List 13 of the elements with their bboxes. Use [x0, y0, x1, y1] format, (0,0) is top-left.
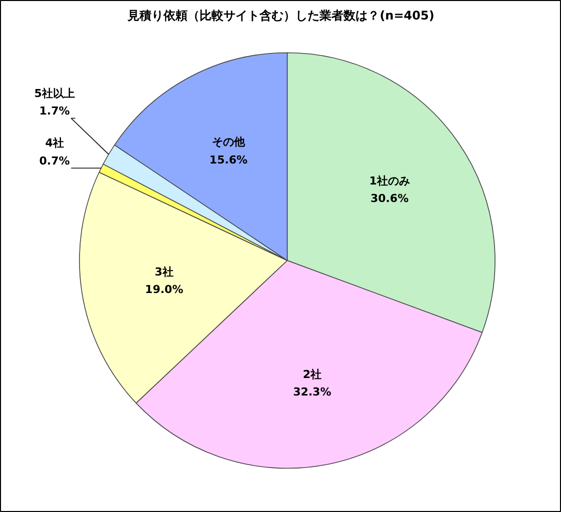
- data-label: 1.7%: [39, 104, 70, 118]
- data-label: 30.6%: [370, 192, 409, 206]
- data-label: 32.3%: [293, 386, 332, 399]
- slice-label: その他: [212, 136, 246, 149]
- data-label: 15.6%: [209, 153, 248, 166]
- slice-label: 1社のみ: [369, 174, 410, 188]
- data-label: 0.7%: [39, 154, 70, 168]
- chart-title: 見積り依頼（比較サイト含む）した業者数は？(n=405): [126, 8, 434, 22]
- slice-label: 5社以上: [34, 86, 75, 100]
- slice-label: 2社: [302, 368, 322, 381]
- data-label: 19.0%: [145, 283, 184, 296]
- slice-label: 4社: [45, 136, 64, 150]
- slice-label: 3社: [154, 265, 174, 278]
